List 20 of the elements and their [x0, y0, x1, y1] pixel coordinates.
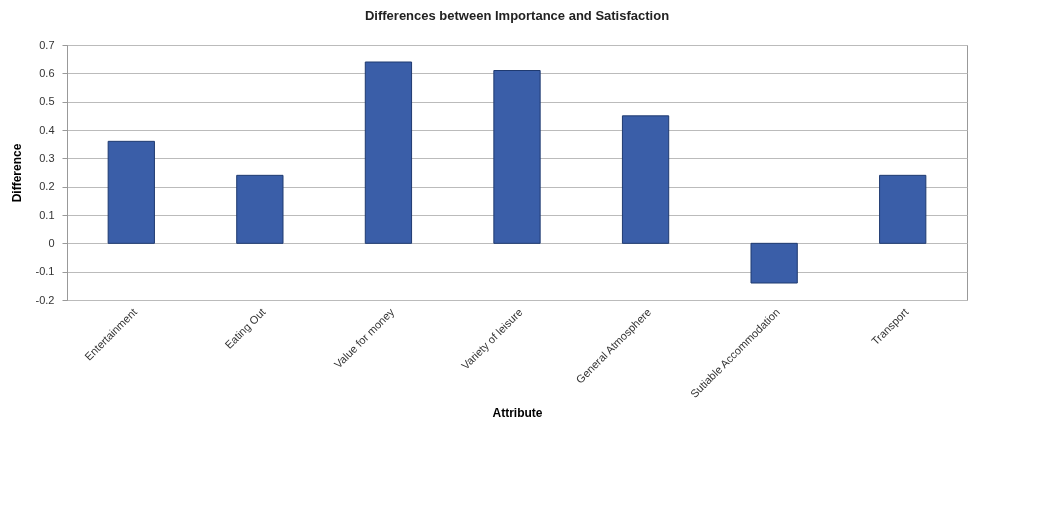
y-tick-label: -0.1	[35, 265, 55, 278]
bar	[750, 242, 798, 284]
y-tick-label: 0.4	[39, 123, 55, 136]
bar	[879, 174, 927, 244]
bar	[107, 140, 155, 244]
bar	[364, 61, 413, 244]
y-axis-title: Difference	[9, 143, 24, 203]
y-tick-label: 0.1	[39, 208, 55, 221]
y-tick-label: 0.5	[39, 95, 55, 108]
y-tick-label: -0.2	[35, 293, 55, 306]
x-axis-title: Attribute	[492, 406, 543, 421]
bar	[236, 174, 284, 244]
bar	[493, 70, 541, 244]
bar	[621, 115, 670, 244]
y-tick-label: 0.2	[39, 180, 55, 193]
y-tick-label: 0.7	[39, 38, 55, 51]
y-tick-label: 0.6	[39, 66, 55, 79]
chart-title: Differences between Importance and Satisfaction	[364, 8, 670, 23]
y-tick-label: 0	[48, 236, 55, 249]
y-tick-label: 0.3	[39, 151, 55, 164]
